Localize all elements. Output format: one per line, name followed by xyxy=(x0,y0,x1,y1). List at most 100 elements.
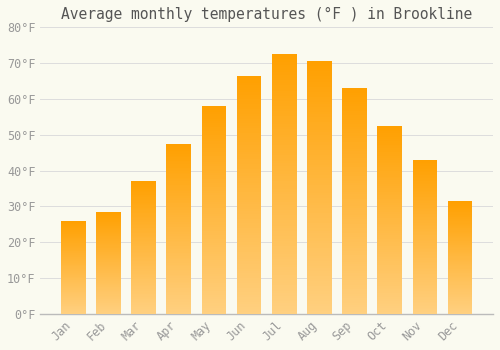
Bar xyxy=(131,249,156,250)
Bar xyxy=(378,273,402,274)
Bar xyxy=(131,238,156,240)
Bar xyxy=(307,236,332,238)
Bar xyxy=(448,210,472,211)
Bar xyxy=(272,72,296,75)
Bar xyxy=(237,188,262,190)
Bar xyxy=(131,225,156,226)
Bar xyxy=(342,291,367,294)
Bar xyxy=(412,241,438,243)
Bar xyxy=(412,265,438,266)
Bar xyxy=(131,236,156,237)
Bar xyxy=(307,173,332,175)
Bar xyxy=(96,236,120,237)
Bar xyxy=(131,254,156,256)
Bar xyxy=(202,312,226,314)
Bar xyxy=(61,255,86,256)
Bar xyxy=(307,291,332,294)
Bar xyxy=(131,234,156,236)
Bar xyxy=(342,160,367,163)
Bar xyxy=(378,293,402,295)
Bar xyxy=(237,111,262,114)
Bar xyxy=(166,251,191,253)
Bar xyxy=(131,181,156,183)
Bar xyxy=(96,288,120,289)
Bar xyxy=(131,291,156,293)
Bar xyxy=(61,276,86,278)
Bar xyxy=(61,239,86,240)
Bar xyxy=(272,78,296,80)
Bar xyxy=(237,271,262,273)
Bar xyxy=(378,286,402,288)
Bar xyxy=(307,286,332,289)
Bar xyxy=(166,168,191,169)
Bar xyxy=(378,188,402,190)
Bar xyxy=(342,95,367,97)
Bar xyxy=(131,217,156,218)
Bar xyxy=(378,235,402,237)
Bar xyxy=(166,174,191,176)
Bar xyxy=(378,259,402,261)
Bar xyxy=(166,234,191,236)
Bar xyxy=(61,230,86,231)
Bar xyxy=(131,299,156,301)
Bar xyxy=(96,238,120,239)
Bar xyxy=(342,145,367,147)
Bar xyxy=(96,220,120,221)
Bar xyxy=(131,200,156,201)
Bar xyxy=(202,254,226,256)
Bar xyxy=(131,232,156,233)
Bar xyxy=(448,204,472,205)
Bar xyxy=(61,259,86,260)
Bar xyxy=(237,88,262,90)
Bar xyxy=(166,144,191,145)
Bar xyxy=(96,252,120,253)
Bar xyxy=(166,246,191,247)
Bar xyxy=(237,278,262,281)
Bar xyxy=(412,312,438,314)
Bar xyxy=(342,289,367,291)
Bar xyxy=(342,201,367,203)
Bar xyxy=(237,268,262,271)
Bar xyxy=(412,228,438,229)
Bar xyxy=(412,161,438,163)
Bar xyxy=(412,186,438,188)
Bar xyxy=(96,237,120,238)
Bar xyxy=(61,309,86,310)
Bar xyxy=(131,246,156,247)
Bar xyxy=(412,203,438,204)
Bar xyxy=(202,245,226,247)
Bar xyxy=(342,248,367,251)
Bar xyxy=(272,262,296,265)
Bar xyxy=(307,253,332,256)
Bar xyxy=(342,106,367,108)
Bar xyxy=(61,310,86,311)
Bar xyxy=(237,147,262,149)
Bar xyxy=(448,237,472,238)
Bar xyxy=(272,280,296,283)
Bar xyxy=(342,169,367,172)
Bar xyxy=(131,237,156,238)
Bar xyxy=(131,313,156,314)
Bar xyxy=(378,178,402,180)
Bar xyxy=(96,226,120,227)
Bar xyxy=(96,251,120,252)
Bar xyxy=(412,268,438,269)
Bar xyxy=(272,187,296,189)
Bar xyxy=(96,303,120,304)
Bar xyxy=(61,221,86,222)
Bar xyxy=(166,164,191,166)
Bar xyxy=(307,61,332,64)
Bar xyxy=(272,137,296,140)
Bar xyxy=(96,266,120,267)
Bar xyxy=(166,268,191,270)
Bar xyxy=(166,283,191,285)
Bar xyxy=(166,273,191,275)
Bar xyxy=(307,301,332,304)
Bar xyxy=(307,89,332,92)
Bar xyxy=(96,302,120,303)
Bar xyxy=(237,219,262,221)
Bar xyxy=(272,285,296,288)
Bar xyxy=(61,286,86,287)
Bar xyxy=(307,306,332,309)
Bar xyxy=(131,210,156,212)
